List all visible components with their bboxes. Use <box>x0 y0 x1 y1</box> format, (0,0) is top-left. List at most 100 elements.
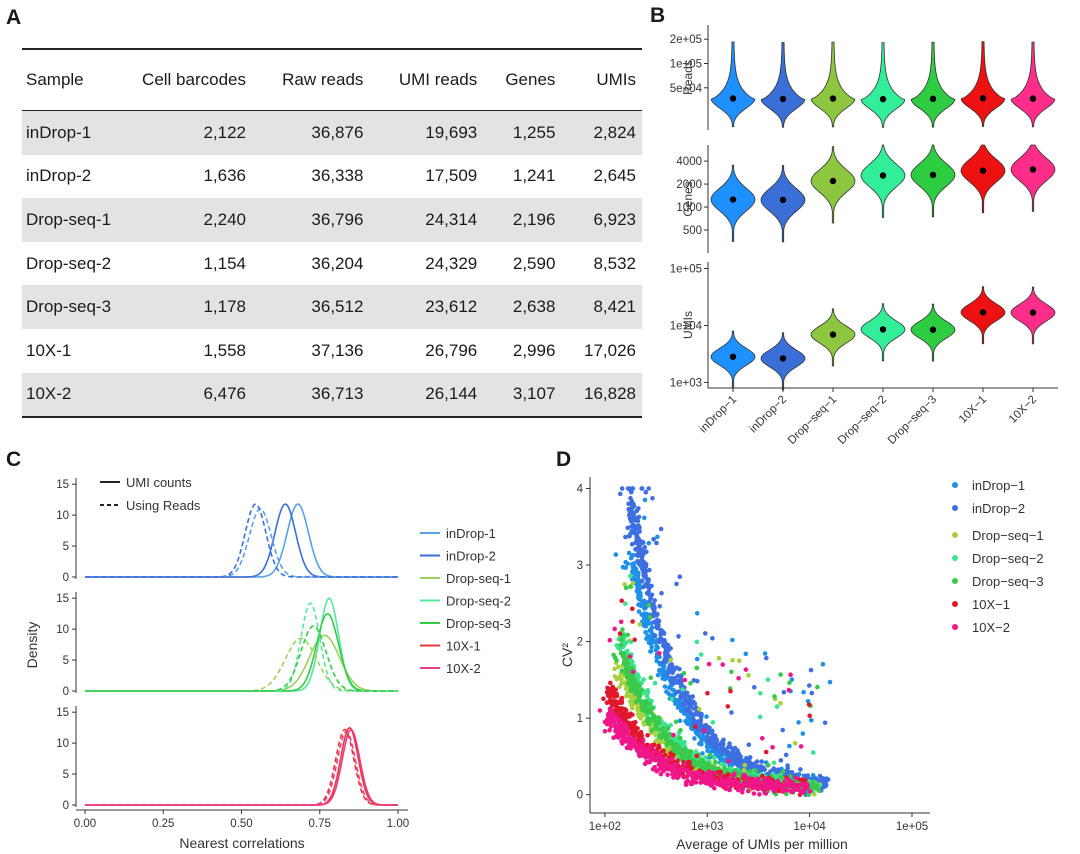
table-cell: 36,512 <box>252 285 370 329</box>
y-tick-label: 4000 <box>676 156 702 168</box>
data-point <box>683 700 688 705</box>
data-point <box>638 553 643 558</box>
data-point <box>662 650 668 656</box>
data-point <box>718 783 723 788</box>
data-point <box>607 706 613 711</box>
data-point <box>694 665 700 671</box>
data-point <box>640 737 646 743</box>
data-point <box>695 719 700 724</box>
data-point <box>616 664 621 670</box>
density-curve <box>85 602 398 692</box>
data-point <box>630 562 635 567</box>
table-cell: 2,590 <box>512 253 556 273</box>
data-point <box>711 739 716 745</box>
table-cell: 36,338 <box>311 166 364 186</box>
table-cell: 26,796 <box>425 340 478 360</box>
data-point <box>660 639 665 644</box>
data-point <box>772 694 777 699</box>
table-cell: 3,107 <box>483 372 562 419</box>
y-tick-label: 5e+04 <box>670 83 703 95</box>
data-point <box>714 779 720 784</box>
data-point <box>705 748 710 754</box>
data-point <box>643 561 649 567</box>
data-point <box>811 750 816 755</box>
data-point <box>774 704 780 709</box>
panel-label-a: A <box>6 6 22 29</box>
data-point <box>649 728 655 733</box>
data-point <box>691 678 697 683</box>
violin <box>960 41 1006 127</box>
data-point <box>797 777 803 782</box>
data-point <box>644 581 649 587</box>
data-point <box>694 611 700 616</box>
y-axis-label: Density <box>24 622 40 669</box>
data-point <box>623 736 628 741</box>
x-tick-label: 1e+03 <box>691 821 723 833</box>
median-dot <box>729 353 737 360</box>
data-point <box>677 574 683 579</box>
data-point <box>693 749 699 754</box>
data-point <box>623 662 629 667</box>
data-point <box>675 705 681 710</box>
data-point <box>822 782 828 788</box>
column-header: Cell barcodes <box>128 48 252 111</box>
data-point <box>696 711 701 717</box>
table-cell: 2,996 <box>512 340 556 360</box>
data-point <box>705 730 710 736</box>
data-point <box>655 534 660 540</box>
table-cell: inDrop-2 <box>26 166 92 186</box>
data-point <box>630 619 635 624</box>
data-point <box>631 501 636 507</box>
data-point <box>747 763 753 769</box>
data-point <box>647 745 653 750</box>
data-point <box>743 651 749 657</box>
data-point <box>735 783 740 788</box>
data-point <box>782 779 787 784</box>
data-point <box>619 668 625 673</box>
data-point <box>761 781 766 786</box>
data-point <box>700 751 705 756</box>
data-point <box>765 677 771 682</box>
data-point <box>677 718 683 724</box>
data-point <box>712 734 718 739</box>
data-point <box>624 670 630 676</box>
data-point <box>635 575 641 581</box>
data-point <box>673 675 678 681</box>
data-point <box>727 752 732 757</box>
data-point <box>763 776 768 782</box>
data-point <box>633 686 639 692</box>
data-point <box>617 684 622 690</box>
y-axis-label: Genes <box>681 181 695 216</box>
table-cell: 2,645 <box>593 166 636 186</box>
data-point <box>623 585 629 591</box>
table-cell: 1,178 <box>128 285 252 329</box>
y-axis-label: CV² <box>559 643 575 667</box>
data-point <box>619 598 624 604</box>
data-point <box>621 729 627 734</box>
data-point <box>658 635 663 641</box>
data-point <box>648 707 654 713</box>
data-point <box>620 713 626 718</box>
x-tick-label: 0.75 <box>309 818 331 830</box>
density-curve <box>85 503 398 578</box>
data-point <box>619 695 625 701</box>
data-point <box>620 651 625 657</box>
legend-label: inDrop-1 <box>446 526 496 541</box>
table-cell: 1,558 <box>203 340 246 360</box>
data-point <box>607 695 613 700</box>
data-point <box>630 669 636 675</box>
table-row: inDrop-2 1,636 36,338 17,509 1,241 2,645 <box>22 155 642 199</box>
data-point <box>682 761 687 767</box>
legend-dot <box>952 578 958 584</box>
data-point <box>652 633 658 639</box>
y-tick-label: 0 <box>63 800 69 812</box>
density-curve <box>85 503 398 578</box>
data-point <box>633 540 639 546</box>
data-point <box>637 583 643 588</box>
data-point <box>660 726 666 731</box>
data-point <box>630 737 636 743</box>
data-point <box>674 680 679 685</box>
legend-label: inDrop−2 <box>972 501 1025 516</box>
data-point <box>745 788 751 794</box>
density-curve <box>85 597 398 692</box>
